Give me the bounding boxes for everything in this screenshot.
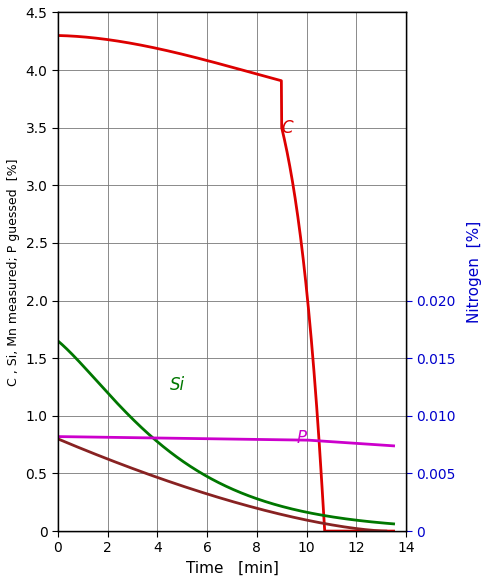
X-axis label: Time   [min]: Time [min] xyxy=(185,561,278,576)
Text: Si: Si xyxy=(169,377,184,395)
Text: P: P xyxy=(296,430,306,448)
Y-axis label: Nitrogen  [%]: Nitrogen [%] xyxy=(466,220,481,323)
Text: N: N xyxy=(370,346,383,364)
Y-axis label: C , Si, Mn measured; P guessed  [%]: C , Si, Mn measured; P guessed [%] xyxy=(7,158,20,385)
Text: C: C xyxy=(281,120,293,138)
